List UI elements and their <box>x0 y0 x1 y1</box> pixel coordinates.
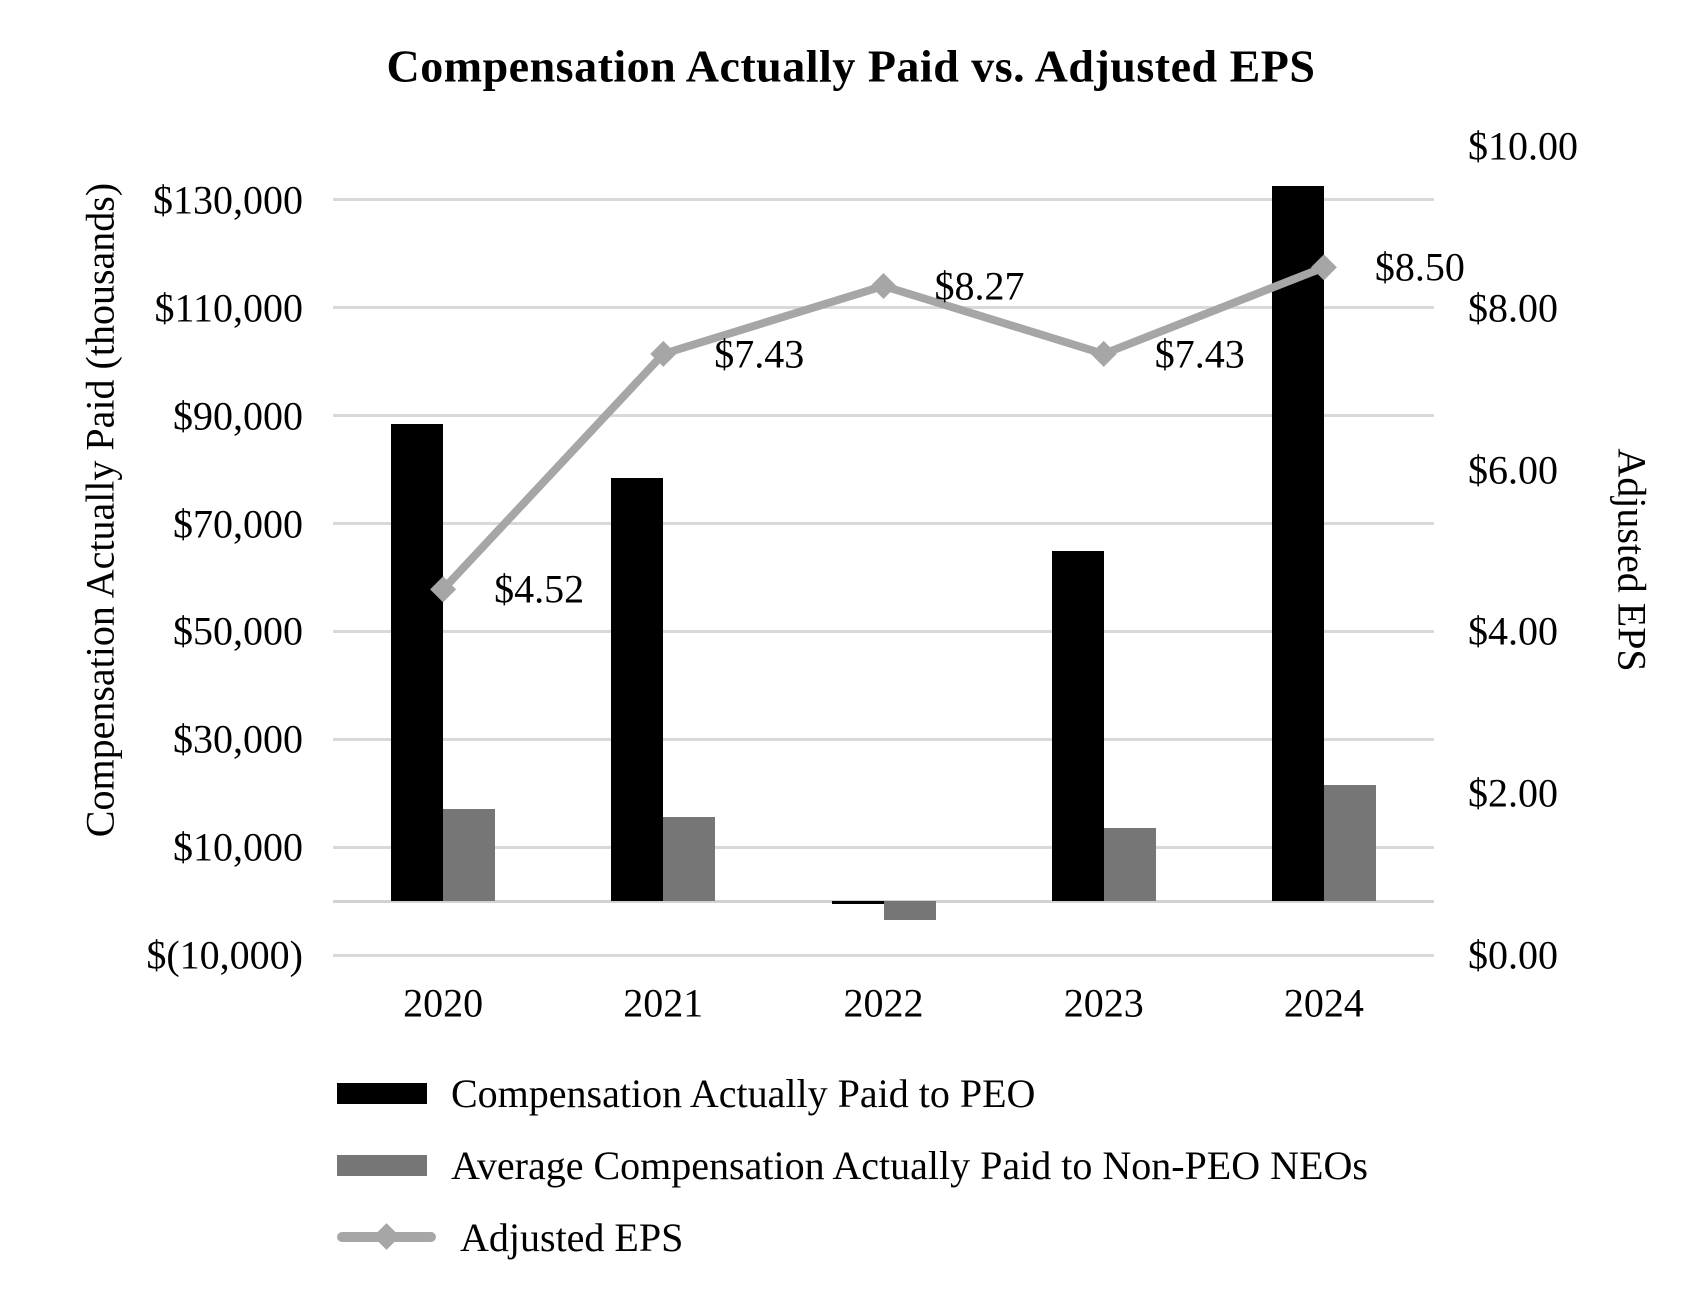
gridline <box>333 522 1434 526</box>
line-marker-2024 <box>1310 254 1337 281</box>
line-marker-2023 <box>1090 340 1117 367</box>
bar-peo-2023 <box>1051 550 1104 902</box>
left-axis-title: Compensation Actually Paid (thousands) <box>77 182 123 838</box>
legend-label: Adjusted EPS <box>460 1214 684 1260</box>
y-axis-tick-left: $70,000 <box>173 501 303 547</box>
data-label-2021: $7.43 <box>714 331 805 377</box>
gridline <box>333 306 1434 310</box>
line-marker-2020 <box>430 576 457 603</box>
y-axis-tick-right: $6.00 <box>1468 447 1558 493</box>
y-axis-tick-left: $(10,000) <box>146 932 303 978</box>
y-axis-tick-right: $10.00 <box>1468 123 1578 169</box>
gridline <box>333 737 1434 741</box>
x-axis-tick-2024: 2024 <box>1283 980 1364 1026</box>
y-axis-tick-right: $0.00 <box>1468 932 1558 978</box>
bar-peo-2022 <box>831 901 884 905</box>
eps-line <box>440 263 1326 593</box>
data-label-2022: $8.27 <box>934 263 1025 309</box>
bar-non-peo-neos-2023 <box>1103 828 1156 902</box>
y-axis-tick-left: $10,000 <box>173 824 303 870</box>
legend-label: Compensation Actually Paid to PEO <box>451 1070 1036 1116</box>
bar-non-peo-neos-2020 <box>443 809 496 902</box>
legend-item-non-peo-neos: Average Compensation Actually Paid to No… <box>337 1142 1368 1188</box>
legend-swatch-peo <box>337 1082 427 1104</box>
y-axis-tick-left: $30,000 <box>173 716 303 762</box>
x-axis-tick-2023: 2023 <box>1063 980 1144 1026</box>
legend-item-adjusted-eps: Adjusted EPS <box>337 1214 684 1260</box>
plot-area <box>333 146 1434 957</box>
y-axis-tick-right: $8.00 <box>1468 285 1558 331</box>
x-axis-tick-2021: 2021 <box>623 980 704 1026</box>
legend-item-peo: Compensation Actually Paid to PEO <box>337 1070 1036 1116</box>
line-marker-2021 <box>650 340 677 367</box>
data-label-2023: $7.43 <box>1154 331 1245 377</box>
y-axis-tick-right: $4.00 <box>1468 608 1558 654</box>
bar-peo-2020 <box>391 423 444 902</box>
right-axis-title: Adjusted EPS <box>1609 448 1655 672</box>
bar-peo-2021 <box>611 477 664 902</box>
y-axis-tick-right: $2.00 <box>1468 770 1558 816</box>
data-label-2024: $8.50 <box>1374 244 1465 290</box>
y-axis-tick-left: $110,000 <box>154 285 303 331</box>
line-marker-2022 <box>870 272 897 299</box>
gridline <box>333 953 1434 957</box>
legend-swatch-non-peo-neos <box>337 1154 427 1176</box>
legend-diamond-icon <box>373 1223 400 1250</box>
x-axis-tick-2022: 2022 <box>843 980 924 1026</box>
bar-non-peo-neos-2024 <box>1323 785 1376 902</box>
bar-non-peo-neos-2021 <box>663 817 716 902</box>
x-axis-tick-2020: 2020 <box>403 980 484 1026</box>
chart-title: Compensation Actually Paid vs. Adjusted … <box>386 40 1316 92</box>
legend-label: Average Compensation Actually Paid to No… <box>451 1142 1368 1188</box>
gridline <box>333 845 1434 849</box>
gridline <box>333 198 1434 202</box>
y-axis-tick-left: $50,000 <box>173 608 303 654</box>
bar-peo-2024 <box>1271 186 1324 902</box>
y-axis-tick-left: $90,000 <box>173 393 303 439</box>
data-label-2020: $4.52 <box>494 566 585 612</box>
bar-non-peo-neos-2022 <box>883 901 936 921</box>
legend-swatch-adjusted-eps <box>337 1223 436 1250</box>
y-axis-tick-left: $130,000 <box>153 177 303 223</box>
gridline <box>333 629 1434 633</box>
gridline <box>333 414 1434 418</box>
eps-line-layer <box>430 254 1337 603</box>
